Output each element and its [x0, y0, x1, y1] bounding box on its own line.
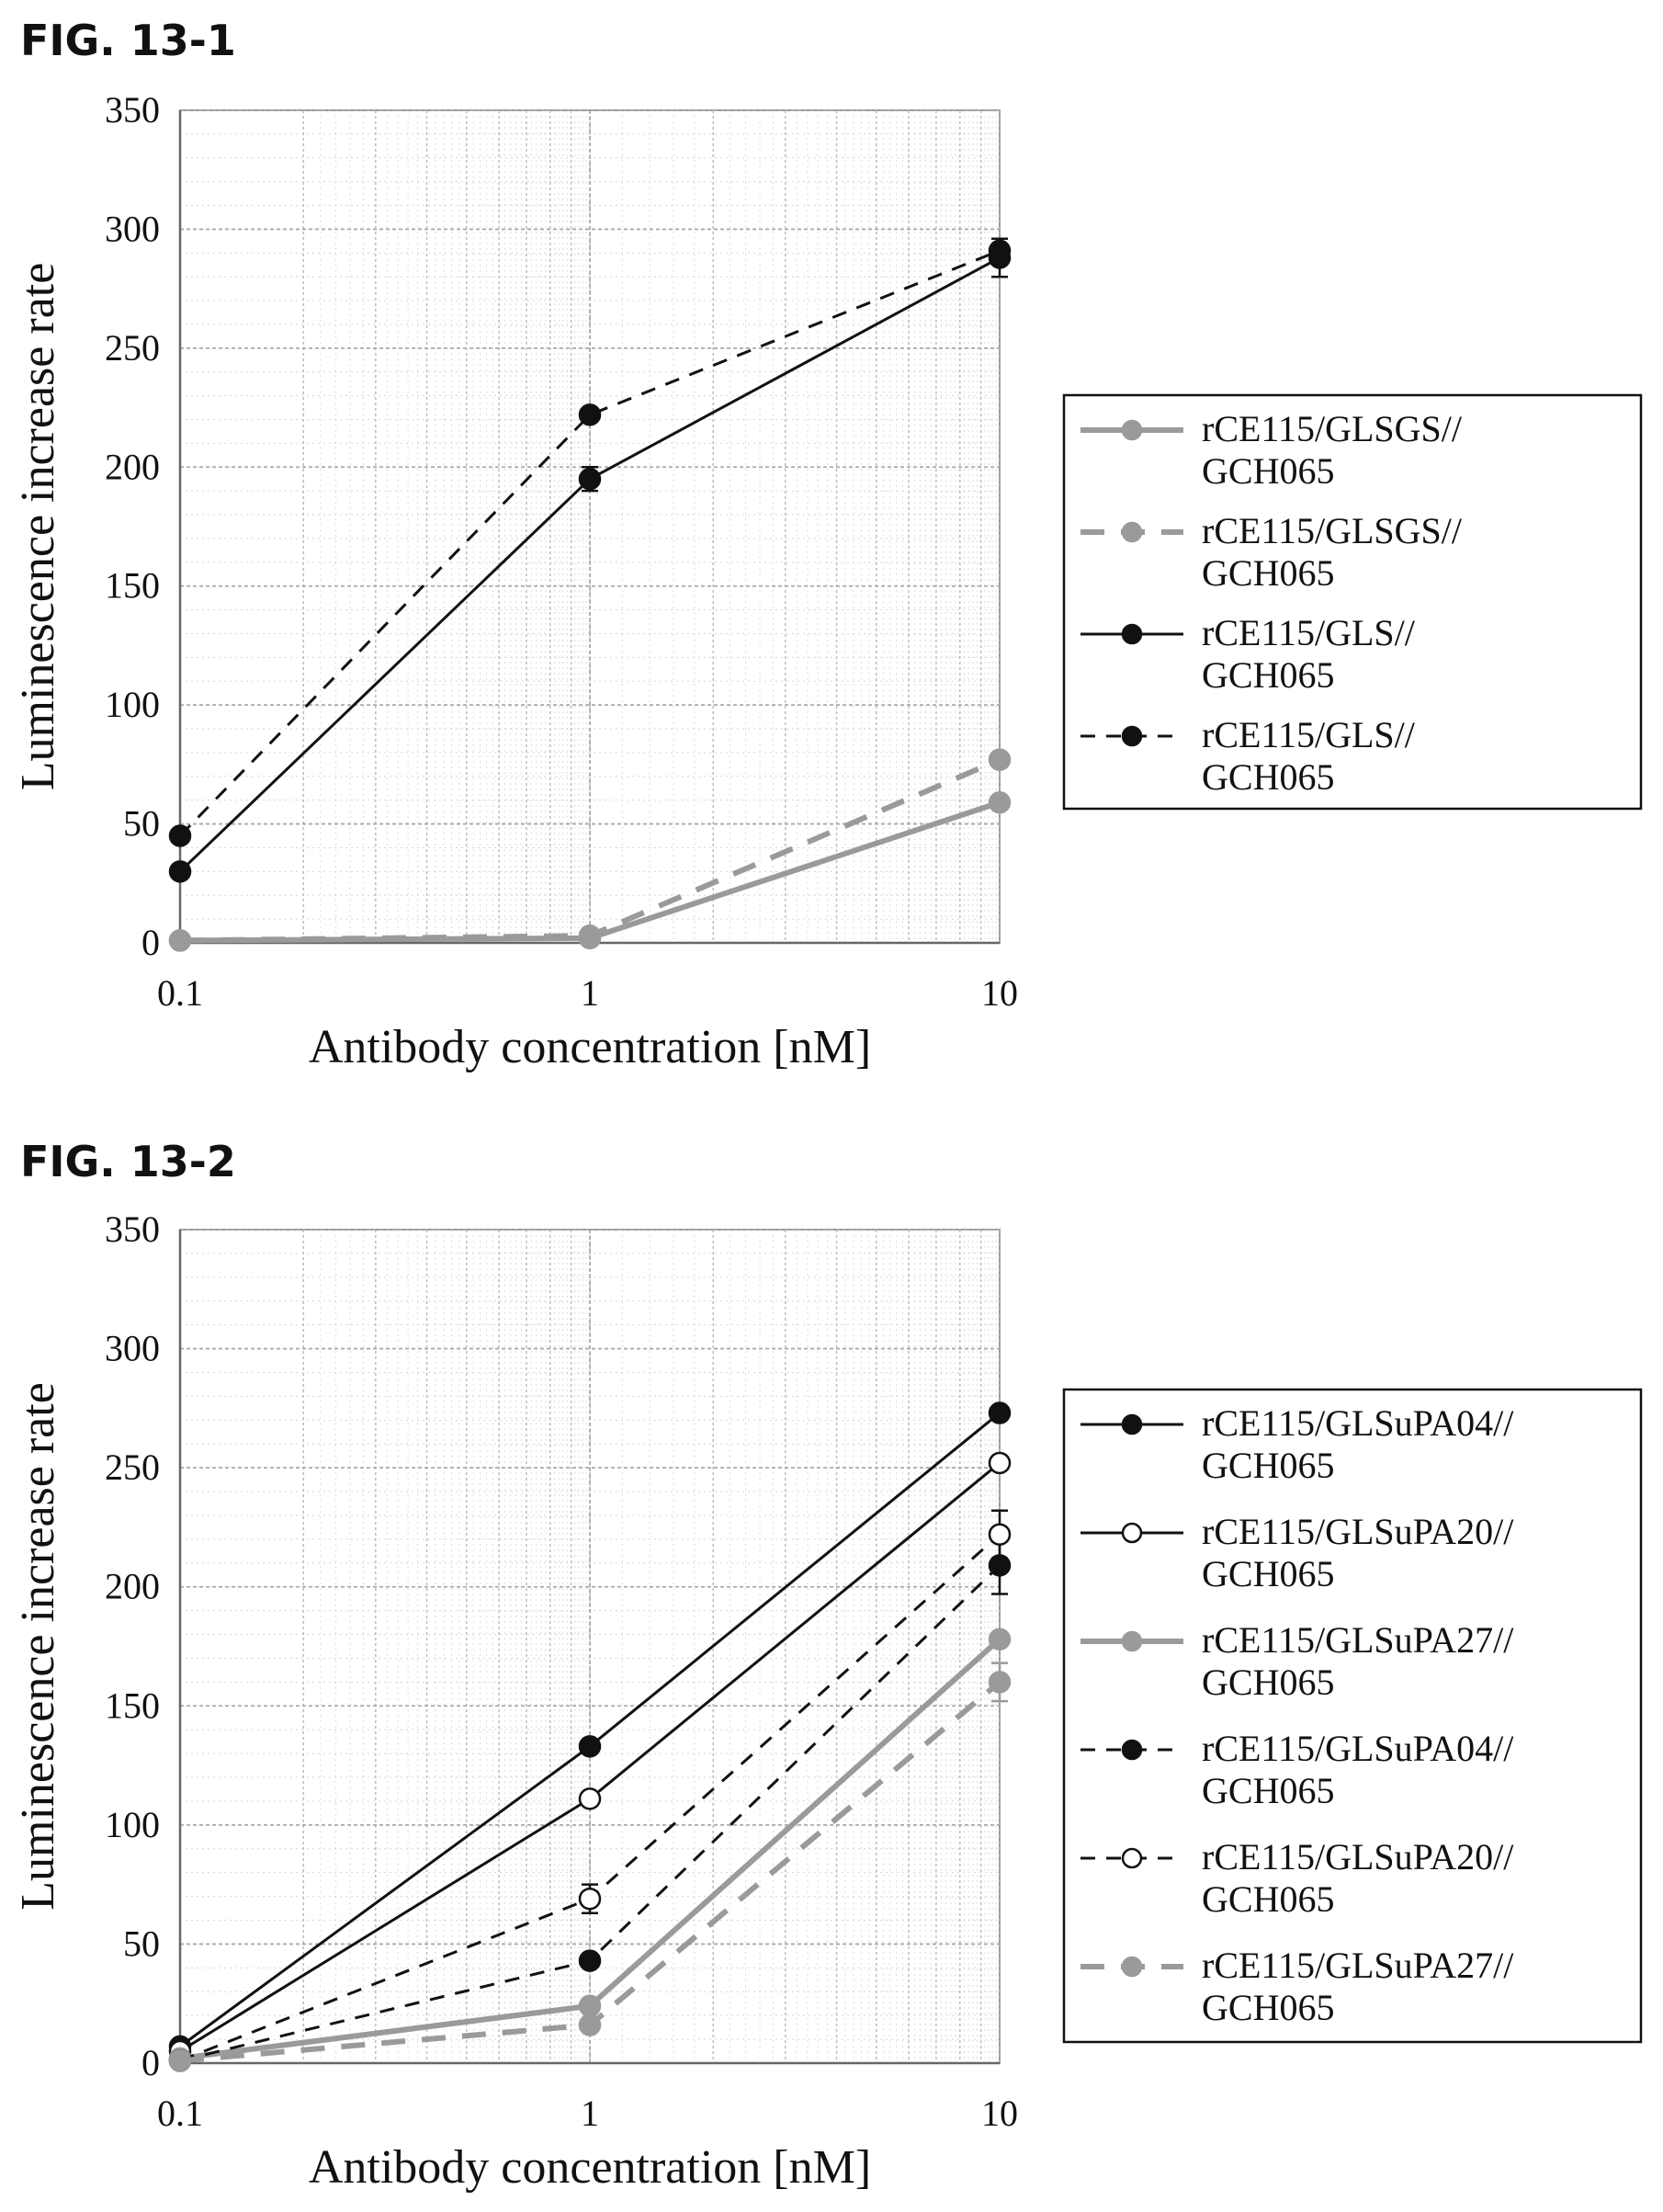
legend-label: rCE115/GLSuPA04//: [1202, 1728, 1514, 1769]
legend-box: [1062, 393, 1643, 811]
data-point: [578, 403, 602, 426]
series-line: [178, 249, 1001, 837]
data-point: [168, 2049, 192, 2072]
legend-label: GCH065: [1202, 1770, 1334, 1811]
data-point: [578, 1787, 602, 1810]
data-point: [578, 2013, 602, 2036]
x-tick-label: 10: [981, 2093, 1018, 2134]
legend-swatch-marker: [1121, 1956, 1143, 1978]
y-axis-title: Luminescence increase rate: [12, 263, 64, 791]
legend-swatch-marker: [1121, 521, 1143, 543]
series-2: [168, 748, 1012, 952]
legend-label: GCH065: [1202, 552, 1334, 594]
y-tick-label: 350: [105, 1208, 160, 1250]
data-point: [168, 860, 192, 883]
y-tick-label: 300: [105, 208, 160, 249]
legend-swatch-marker: [1121, 1630, 1143, 1652]
series-3: [168, 1628, 1012, 2070]
series-6: [168, 1662, 1012, 2072]
y-tick-label: 100: [105, 684, 160, 725]
legend-label: GCH065: [1202, 1987, 1334, 2028]
legend-swatch-marker: [1121, 725, 1143, 747]
x-tick-label: 0.1: [157, 972, 203, 1014]
legend: rCE115/GLSGS//GCH065rCE115/GLSGS//GCH065…: [1062, 393, 1643, 811]
x-axis-title: Antibody concentration [nM]: [309, 1021, 871, 1073]
legend-swatch-marker: [1121, 1739, 1143, 1761]
legend-swatch-marker: [1121, 1413, 1143, 1435]
legend-label: rCE115/GLSuPA04//: [1202, 1402, 1514, 1444]
data-point: [988, 791, 1012, 814]
legend: rCE115/GLSuPA04//GCH065rCE115/GLSuPA20//…: [1062, 1388, 1643, 2044]
series-4: [168, 239, 1012, 847]
data-point: [578, 1994, 602, 2018]
chart-2: FIG. 13-2 0 50 100 150 200 250 300 350 0.1 1 10 Anti…: [12, 1137, 1643, 2194]
data-point: [578, 1735, 602, 1758]
y-tick-label: 250: [105, 327, 160, 369]
y-tick-label: 50: [123, 1923, 160, 1964]
y-tick-label: 200: [105, 446, 160, 487]
legend-box: [1062, 1388, 1643, 2044]
data-point: [578, 1887, 602, 1911]
y-tick-label: 350: [105, 89, 160, 130]
data-point: [168, 824, 192, 847]
legend-label: GCH065: [1202, 756, 1334, 798]
data-point: [988, 1523, 1012, 1546]
y-axis-title: Luminescence increase rate: [12, 1382, 64, 1911]
y-tick-label: 0: [141, 2042, 160, 2083]
y-tick-label: 50: [123, 803, 160, 845]
figure-label: FIG. 13-1: [20, 16, 236, 65]
data-point: [988, 239, 1012, 262]
data-point: [988, 1628, 1012, 1650]
figure-label: FIG. 13-2: [20, 1137, 236, 1186]
data-point: [988, 1671, 1012, 1694]
x-tick-label: 10: [981, 972, 1018, 1014]
y-tick-label: 250: [105, 1446, 160, 1488]
data-point: [578, 1949, 602, 1972]
legend-label: GCH065: [1202, 450, 1334, 492]
legend-label: rCE115/GLSuPA20//: [1202, 1511, 1514, 1552]
data-point: [578, 467, 602, 491]
data-point: [168, 929, 192, 952]
y-tick-label: 200: [105, 1566, 160, 1607]
legend-label: rCE115/GLSGS//: [1202, 510, 1463, 551]
legend-label: GCH065: [1202, 1662, 1334, 1703]
legend-swatch-marker: [1121, 1847, 1143, 1869]
y-tick-label: 0: [141, 922, 160, 963]
y-tick-label: 300: [105, 1328, 160, 1369]
data-point: [578, 924, 602, 947]
y-tick-label: 150: [105, 565, 160, 607]
y-tick-label: 100: [105, 1804, 160, 1845]
x-axis-title: Antibody concentration [nM]: [309, 2141, 871, 2194]
data-point: [988, 748, 1012, 771]
legend-swatch-marker: [1121, 419, 1143, 441]
legend-label: rCE115/GLSuPA20//: [1202, 1836, 1514, 1877]
legend-label: rCE115/GLSuPA27//: [1202, 1619, 1514, 1661]
x-tick-label: 1: [581, 2093, 599, 2134]
x-tick-label: 1: [581, 972, 599, 1014]
chart-1: FIG. 13-1 0 50 100 150 200 250 300 350 0.1 1 10 Anti…: [12, 16, 1643, 1073]
data-point: [988, 1401, 1012, 1424]
legend-swatch-marker: [1121, 1522, 1143, 1544]
legend-label: GCH065: [1202, 654, 1334, 696]
legend-label: rCE115/GLSGS//: [1202, 408, 1463, 449]
legend-label: GCH065: [1202, 1445, 1334, 1486]
legend-swatch-marker: [1121, 623, 1143, 645]
legend-label: rCE115/GLS//: [1202, 612, 1416, 653]
legend-label: rCE115/GLSuPA27//: [1202, 1945, 1514, 1986]
y-tick-label: 150: [105, 1685, 160, 1726]
legend-label: GCH065: [1202, 1878, 1334, 1920]
grid: [179, 1229, 1001, 2063]
legend-label: rCE115/GLS//: [1202, 714, 1416, 755]
x-tick-label: 0.1: [157, 2093, 203, 2134]
data-point: [988, 1451, 1012, 1475]
legend-label: GCH065: [1202, 1553, 1334, 1594]
